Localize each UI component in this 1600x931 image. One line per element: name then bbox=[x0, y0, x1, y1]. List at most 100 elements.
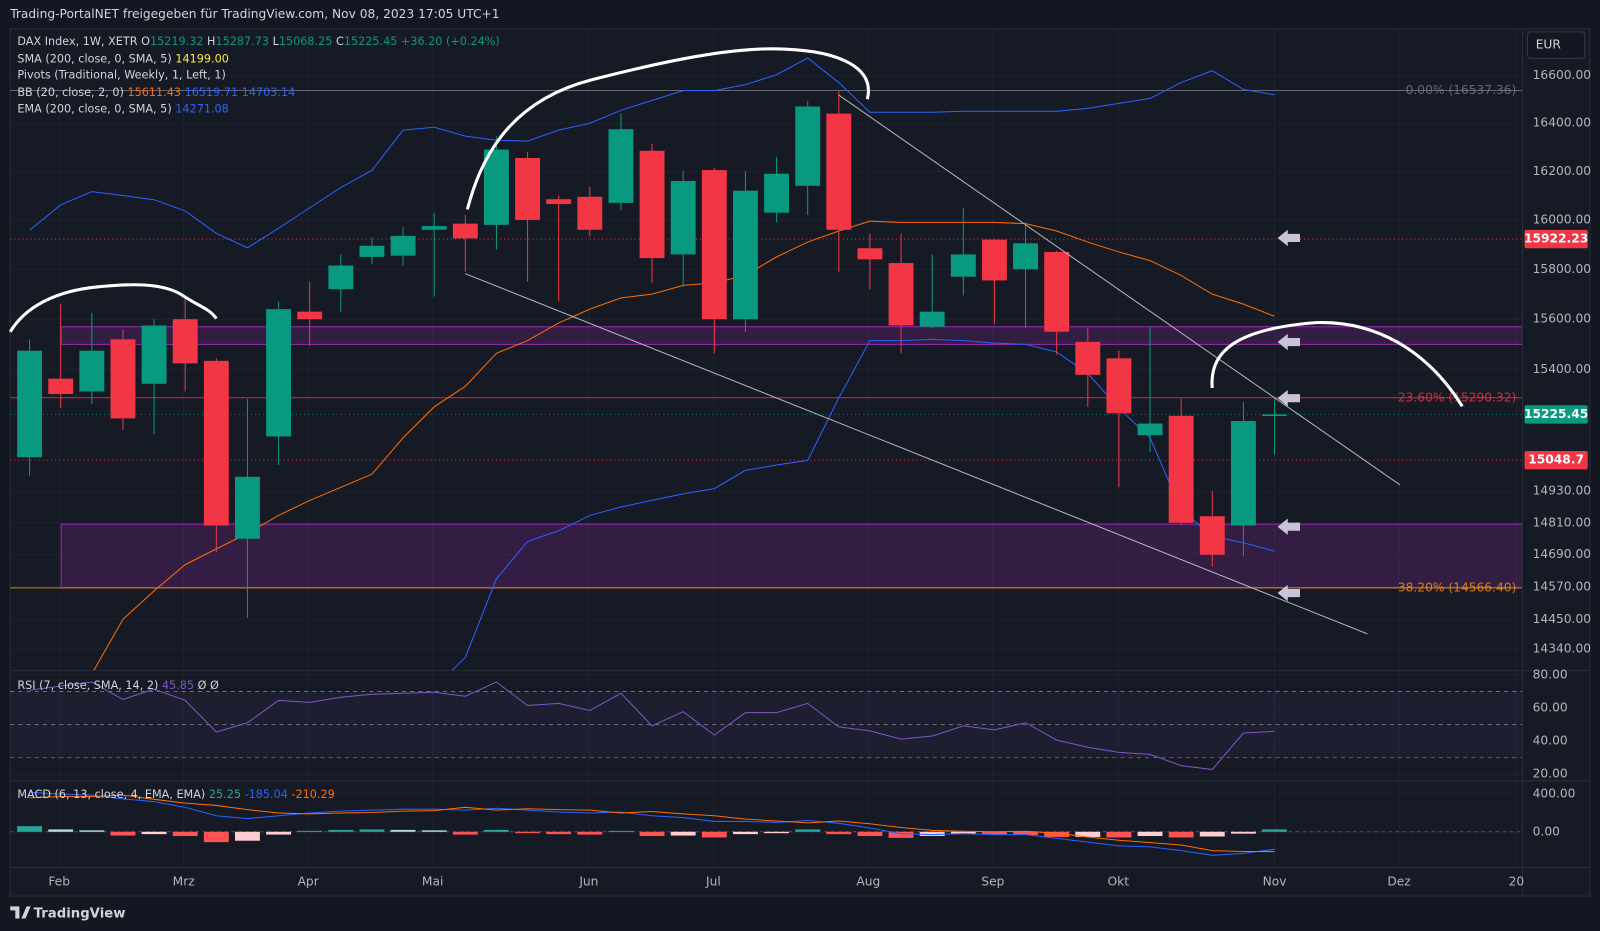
candle-body bbox=[1044, 251, 1070, 332]
value: 15611.43 bbox=[127, 86, 181, 99]
candle-body bbox=[359, 245, 385, 257]
main-pane bbox=[10, 28, 1523, 671]
y-tick-label: 14810.00 bbox=[1533, 515, 1591, 529]
histogram-bar bbox=[981, 831, 1007, 835]
x-tick-label: Mai bbox=[422, 874, 443, 888]
histogram-bar bbox=[1137, 831, 1163, 837]
rsi-pane bbox=[10, 671, 1523, 781]
overlay-line bbox=[451, 338, 1275, 671]
high: 15287.73 bbox=[215, 35, 269, 48]
value: 14271.08 bbox=[175, 102, 229, 115]
y-tick-label: 15800.00 bbox=[1533, 262, 1591, 276]
histogram-bar bbox=[670, 831, 696, 836]
zone bbox=[60, 523, 1523, 589]
y-tick-label: 0.00 bbox=[1533, 824, 1560, 838]
y-tick-label: 15600.00 bbox=[1533, 312, 1591, 326]
candle-body bbox=[1075, 341, 1101, 375]
x-tick-label: Apr bbox=[298, 874, 320, 888]
candle-body bbox=[266, 309, 292, 437]
candle-body bbox=[48, 378, 74, 395]
candle-body bbox=[141, 325, 167, 384]
candle-body bbox=[421, 226, 447, 230]
axes: Feb Mrz Apr Mai Jun Jul Aug Sep Okt Nov Dez 20 16600… bbox=[10, 28, 1591, 897]
candle-body bbox=[732, 190, 758, 320]
candle-body bbox=[1199, 516, 1225, 555]
x-tick-label: Nov bbox=[1263, 874, 1287, 888]
price-box bbox=[1524, 451, 1588, 470]
footer-logo: TradingView bbox=[10, 906, 125, 921]
candle-body bbox=[297, 311, 323, 320]
currency[interactable]: EUR bbox=[1536, 38, 1562, 52]
histogram-bar bbox=[1075, 831, 1101, 837]
histogram-bar bbox=[390, 829, 416, 832]
candle-body bbox=[1168, 415, 1194, 523]
key: H bbox=[207, 35, 215, 48]
histogram-bar bbox=[1230, 831, 1256, 834]
x-tick-label: Sep bbox=[981, 874, 1004, 888]
histogram-bar bbox=[515, 831, 541, 834]
open: 15219.32 bbox=[150, 35, 204, 48]
histogram-bar bbox=[764, 831, 790, 834]
histogram-bar bbox=[1199, 831, 1225, 837]
candle-body bbox=[701, 170, 727, 320]
price-label: 15048.7 bbox=[1528, 453, 1584, 467]
histogram-bar bbox=[950, 831, 976, 835]
close: 15225.45 bbox=[344, 35, 398, 48]
histogram-bar bbox=[172, 831, 198, 837]
y-tick-label: 80.00 bbox=[1533, 667, 1568, 681]
histogram-bar bbox=[577, 831, 603, 835]
fib-label: 38.20% (14566.40) bbox=[1398, 580, 1516, 594]
candle-body bbox=[110, 339, 136, 419]
histogram-bar bbox=[826, 831, 852, 835]
candle-body bbox=[79, 350, 105, 392]
histogram-bar bbox=[701, 831, 727, 838]
histogram-bar bbox=[919, 831, 945, 837]
x-tick-label: Jun bbox=[578, 874, 598, 888]
y-tick-label: 400.00 bbox=[1533, 787, 1576, 801]
price-label: 15922.23 bbox=[1524, 232, 1588, 246]
histogram-bar bbox=[857, 831, 883, 837]
candle-body bbox=[1262, 414, 1287, 417]
candle-body bbox=[888, 263, 914, 326]
candle-body bbox=[919, 311, 945, 327]
hand-curve bbox=[1210, 321, 1464, 408]
trend-line bbox=[838, 94, 1401, 486]
histogram-bar bbox=[732, 831, 758, 835]
extra: Ø Ø bbox=[198, 679, 219, 692]
legend-bb: BB (20, close, 2, 0) 15611.43 16519.71 1… bbox=[17, 86, 295, 99]
candle-body bbox=[17, 350, 43, 458]
x-tick-label: Jul bbox=[705, 874, 721, 888]
label: RSI (7, close, SMA, 14, 2) bbox=[17, 679, 158, 692]
trend-line bbox=[465, 273, 1368, 635]
histogram-bar bbox=[203, 831, 229, 843]
key: O bbox=[141, 35, 150, 48]
candle-body bbox=[795, 106, 821, 186]
x-tick-label: Dez bbox=[1387, 874, 1410, 888]
histogram-bar bbox=[141, 831, 167, 835]
candle-body bbox=[546, 199, 572, 205]
histogram-bar bbox=[1262, 829, 1287, 832]
x-tick-label: Okt bbox=[1108, 874, 1130, 888]
candle-body bbox=[1106, 358, 1132, 414]
x-tick-label: Aug bbox=[856, 874, 880, 888]
value: 14703.14 bbox=[242, 86, 296, 99]
symbol: DAX Index, 1W, XETR bbox=[17, 35, 137, 48]
candle-body bbox=[764, 173, 790, 213]
currency-button[interactable] bbox=[1527, 31, 1586, 59]
y-tick-label: 60.00 bbox=[1533, 701, 1568, 715]
histogram-bar bbox=[297, 830, 323, 832]
y-tick-label: 20.00 bbox=[1533, 767, 1568, 781]
y-tick-label: 16600.00 bbox=[1533, 68, 1591, 82]
price-label: 15225.45 bbox=[1524, 407, 1588, 421]
value: 25.25 bbox=[209, 788, 241, 801]
signal-line bbox=[29, 794, 1275, 853]
legend-sma: SMA (200, close, 0, SMA, 5) 14199.00 bbox=[17, 52, 228, 65]
candle-body bbox=[608, 129, 634, 203]
candle-body bbox=[235, 476, 260, 539]
candle-body bbox=[328, 265, 354, 290]
candle-body bbox=[452, 223, 478, 239]
y-tick-label: 14340.00 bbox=[1533, 642, 1591, 656]
histogram-bar bbox=[1168, 831, 1194, 838]
